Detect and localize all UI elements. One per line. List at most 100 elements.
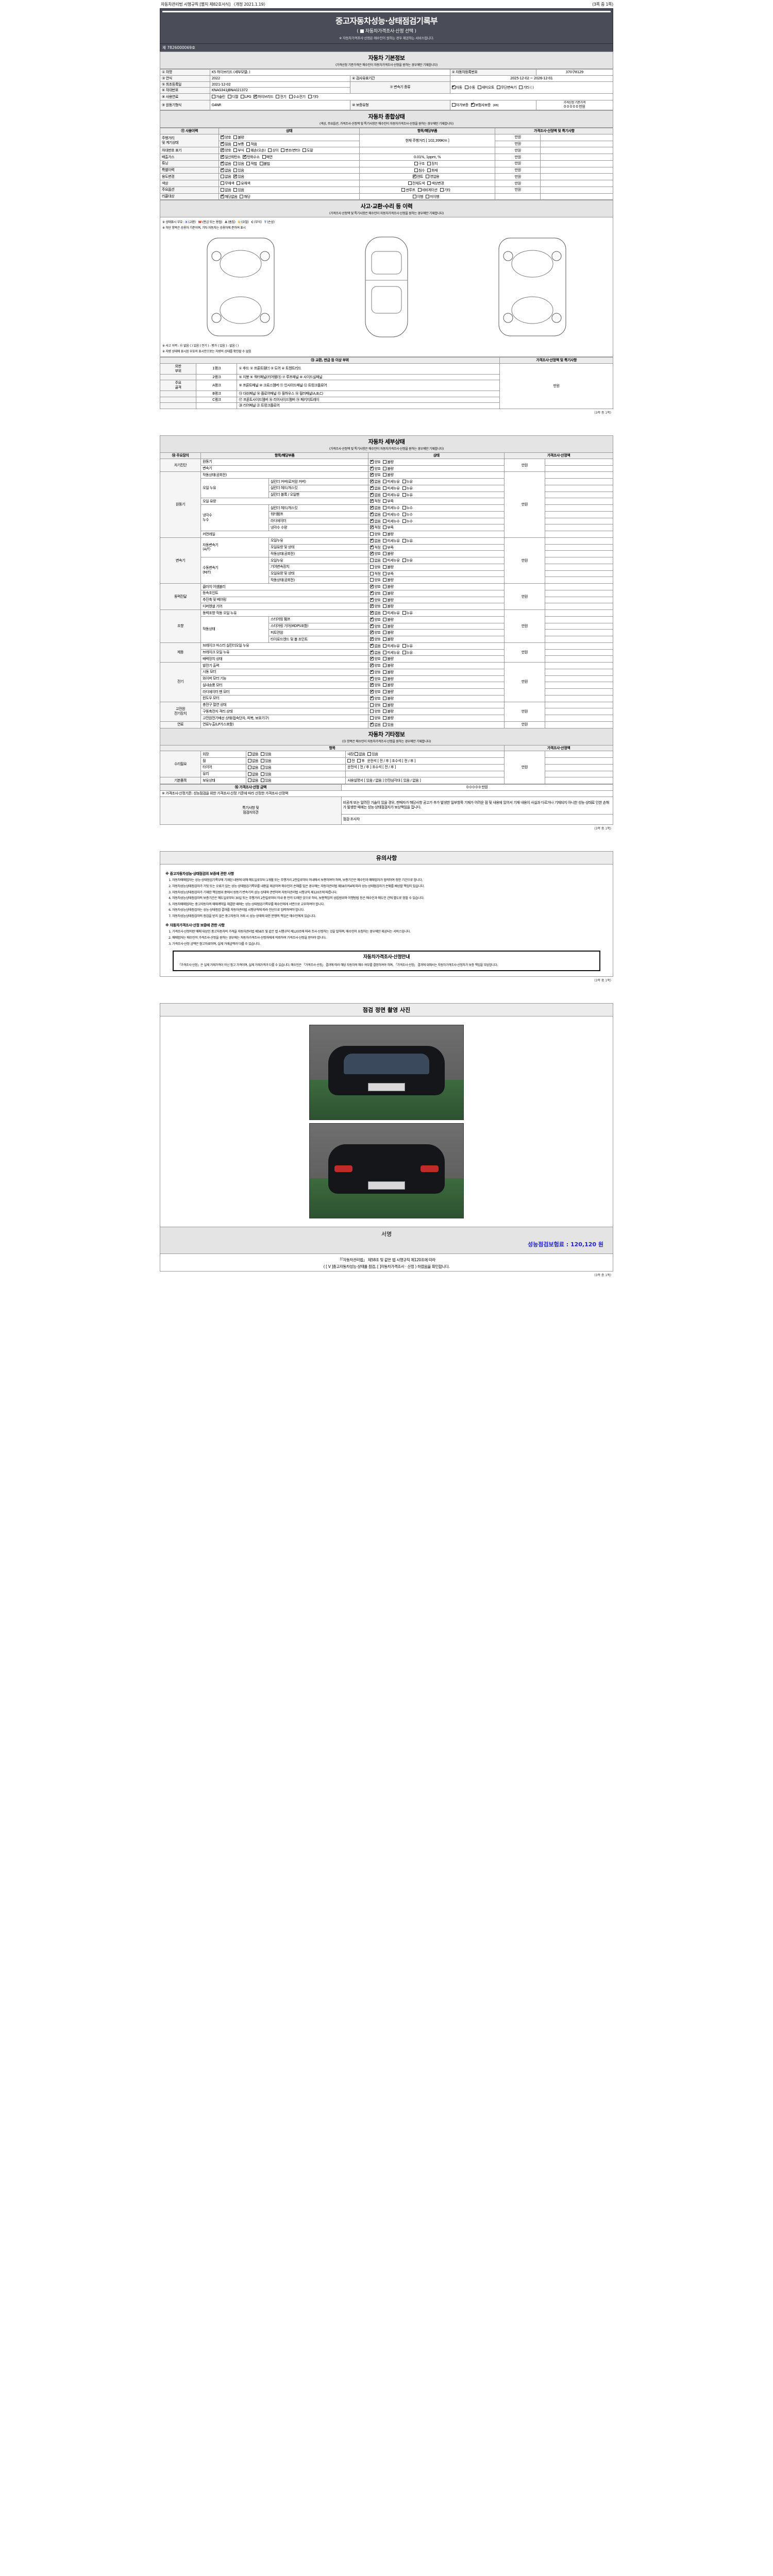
checkbox-icon[interactable] xyxy=(383,545,387,549)
checkbox-icon[interactable] xyxy=(414,168,418,172)
checkbox-icon[interactable] xyxy=(383,631,387,635)
state-option[interactable]: 많음 xyxy=(221,141,231,147)
detail-option[interactable]: 없음 xyxy=(370,485,381,491)
overall-row-state[interactable]: 없음 있음 xyxy=(219,186,360,194)
detail-state[interactable]: 양호 불량 xyxy=(368,668,505,676)
checkbox-icon[interactable] xyxy=(426,175,430,179)
other-price[interactable] xyxy=(545,751,613,758)
other-option[interactable]: 없음 xyxy=(248,778,258,783)
checkbox-icon[interactable] xyxy=(383,460,387,464)
state-option[interactable]: 있음 xyxy=(233,161,244,166)
detail-state[interactable]: 양호 불량 xyxy=(368,596,505,604)
checkbox-icon[interactable] xyxy=(383,664,387,667)
detail-state[interactable]: 양호 불량 xyxy=(368,694,505,702)
detail-option[interactable]: 양호 xyxy=(370,616,381,622)
state-option[interactable]: 훼손(오손) xyxy=(246,148,266,153)
state-option[interactable]: 없음 xyxy=(221,188,231,193)
checkbox-icon[interactable] xyxy=(426,194,430,198)
checkbox-icon[interactable] xyxy=(221,141,225,146)
detail-option[interactable]: 부족 xyxy=(383,545,394,550)
checkbox-icon[interactable] xyxy=(370,675,374,681)
checkbox-icon[interactable] xyxy=(233,188,238,192)
checkbox-icon[interactable] xyxy=(427,168,431,172)
item-option[interactable]: 썬루프 xyxy=(401,188,415,193)
detail-option[interactable]: 양호 xyxy=(370,472,381,478)
checkbox-icon[interactable] xyxy=(402,650,406,654)
checkbox-icon[interactable] xyxy=(470,101,475,107)
checkbox-icon[interactable] xyxy=(221,167,225,172)
detail-price[interactable] xyxy=(545,668,613,676)
detail-option[interactable]: 양호 xyxy=(370,663,381,668)
fuel-option[interactable]: 전기 xyxy=(276,94,287,99)
checkbox-icon[interactable] xyxy=(402,519,406,523)
detail-price[interactable] xyxy=(545,662,613,669)
detail-price[interactable] xyxy=(545,465,613,472)
checkbox-icon[interactable] xyxy=(383,506,387,510)
checkbox-icon[interactable] xyxy=(227,95,231,98)
state-option[interactable]: 없음 xyxy=(221,174,231,179)
overall-row-item[interactable] xyxy=(359,147,496,154)
other-option2[interactable]: 후 xyxy=(357,758,365,764)
checkbox-icon[interactable] xyxy=(414,161,418,165)
checkbox-icon[interactable] xyxy=(464,85,468,89)
detail-state[interactable]: 없음 미세누유 누유 xyxy=(368,484,505,492)
overall-row-state[interactable]: 해당없음 해당 xyxy=(219,193,360,200)
overall-row-price[interactable] xyxy=(540,147,613,154)
other-option[interactable]: 없음 xyxy=(248,758,258,764)
other-option[interactable]: 있음 xyxy=(261,765,272,770)
checkbox-icon[interactable] xyxy=(370,578,374,582)
detail-price[interactable] xyxy=(545,570,613,578)
detail-state[interactable]: 없음 미세누수 누수 xyxy=(368,511,505,518)
transmission-option[interactable]: 무단변속기 xyxy=(496,85,517,90)
detail-price[interactable] xyxy=(545,682,613,689)
checkbox-icon[interactable] xyxy=(248,772,251,776)
inspection-photo-rear[interactable] xyxy=(309,1123,464,1219)
detail-state[interactable]: 양호 불량 xyxy=(368,583,505,590)
detail-price[interactable] xyxy=(545,603,613,610)
checkbox-icon[interactable] xyxy=(370,709,374,714)
detail-state[interactable]: 적정 부족 xyxy=(368,570,505,578)
detail-option[interactable]: 없음 xyxy=(370,642,381,649)
overall-row-price[interactable] xyxy=(540,186,613,194)
item-option[interactable]: 렌트 xyxy=(412,174,423,179)
item-option[interactable]: 전체도색 xyxy=(408,181,425,186)
detail-option[interactable]: 미세누수 xyxy=(383,512,400,517)
detail-state[interactable]: 없음 미세누유 누유 xyxy=(368,491,505,499)
detail-price[interactable] xyxy=(545,675,613,683)
checkbox-icon[interactable] xyxy=(370,465,374,470)
checkbox-icon[interactable] xyxy=(370,524,374,530)
item-option[interactable]: 장치 xyxy=(427,161,438,166)
checkbox-icon[interactable] xyxy=(221,154,225,159)
detail-option[interactable]: 미세누유 xyxy=(383,486,400,491)
item-option[interactable]: 침수 xyxy=(414,168,425,173)
detail-state[interactable]: 양호 불량 xyxy=(368,531,505,538)
detail-option[interactable]: 적정 xyxy=(370,498,381,504)
detail-option[interactable]: 부족 xyxy=(383,525,394,530)
detail-state[interactable]: 양호 불량 xyxy=(368,563,505,571)
checkbox-icon[interactable] xyxy=(370,623,374,628)
detail-state[interactable]: 양호 불량 xyxy=(368,682,505,689)
checkbox-icon[interactable] xyxy=(268,148,272,152)
overall-row-item[interactable]: 이행 미이행 xyxy=(359,193,496,200)
part-items[interactable]: ⑰ 프론트사이드멤버 ⑱ 리어사이드멤버 ⑲ 패키지트레이 xyxy=(237,396,500,403)
checkbox-icon[interactable] xyxy=(383,571,387,575)
checkbox-icon[interactable] xyxy=(233,148,238,152)
detail-option[interactable]: 누유 xyxy=(402,479,413,484)
detail-price[interactable] xyxy=(545,478,613,485)
checkbox-icon[interactable] xyxy=(357,759,361,762)
checkbox-icon[interactable] xyxy=(383,526,387,530)
checkbox-icon[interactable] xyxy=(221,175,225,179)
detail-option[interactable]: 없음 xyxy=(370,610,381,616)
fuel-options[interactable]: 가솔린 디젤 LPG 하이브리드 전기 수소전기 기타 xyxy=(209,93,614,100)
checkbox-icon[interactable] xyxy=(383,538,387,543)
checkbox-icon[interactable] xyxy=(233,174,238,179)
transmission-option[interactable]: 기타 ( ) xyxy=(519,85,534,90)
state-option[interactable]: 일산화탄소 xyxy=(221,154,241,160)
warranty-options[interactable]: 자가보증 보험사보증[KB] xyxy=(449,99,536,111)
detail-state[interactable]: 적정 부족 xyxy=(368,544,505,551)
detail-option[interactable]: 불량 xyxy=(383,630,394,635)
detail-price[interactable] xyxy=(545,655,613,663)
overall-row-price[interactable] xyxy=(540,160,613,167)
detail-option[interactable]: 없음 xyxy=(370,558,381,563)
checkbox-icon[interactable] xyxy=(240,194,244,198)
